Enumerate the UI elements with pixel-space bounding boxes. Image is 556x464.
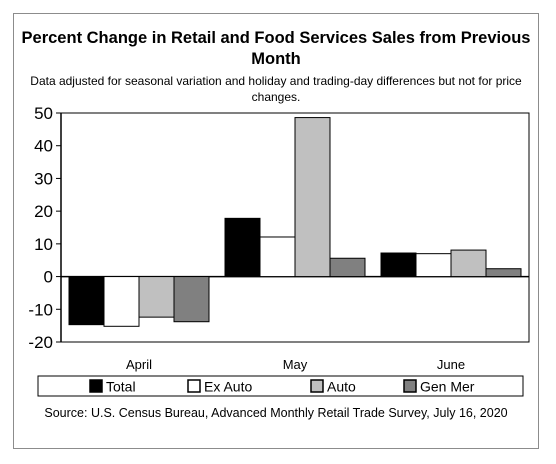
y-tick-label: 20	[34, 202, 53, 221]
y-tick-label: -20	[28, 333, 53, 352]
bar-gen-mer-may	[329, 257, 366, 278]
bar-auto-april	[138, 276, 175, 318]
x-category-label: May	[283, 357, 308, 372]
bar-gen-mer-april	[173, 276, 210, 323]
y-tick-label: -10	[28, 300, 53, 319]
x-category-label: June	[437, 357, 465, 372]
chart-subtitle: Data adjusted for seasonal variation and…	[30, 74, 522, 104]
bar-ex-auto-may	[259, 236, 296, 278]
y-tick-label: 0	[44, 268, 53, 287]
bar-total-april	[68, 276, 105, 326]
x-category-label: April	[126, 357, 152, 372]
legend-swatch-gen-mer	[403, 379, 417, 393]
legend-label: Gen Mer	[420, 379, 475, 395]
legend-label: Auto	[327, 379, 356, 395]
bar-ex-auto-june	[415, 253, 452, 278]
bar-auto-may	[294, 117, 331, 278]
legend-box	[37, 375, 524, 397]
chart-title: Percent Change in Retail and Food Servic…	[21, 29, 531, 68]
plot-area: 50 40 30 20 10 0 -10 -20 April May June	[28, 104, 530, 372]
plot-border	[60, 112, 530, 343]
legend-label: Ex Auto	[204, 379, 252, 395]
legend-swatch-ex-auto	[187, 379, 201, 393]
y-tick-label: 10	[34, 235, 53, 254]
bar-gen-mer-june	[485, 268, 522, 278]
y-tick-label: 40	[34, 137, 53, 156]
bar-ex-auto-april	[103, 276, 140, 327]
bar-total-may	[224, 217, 261, 278]
y-tick-label: 30	[34, 169, 53, 188]
bar-total-june	[380, 252, 417, 278]
legend-swatch-auto	[310, 379, 324, 393]
source-note: Source: U.S. Census Bureau, Advanced Mon…	[44, 406, 508, 420]
legend-swatch-total	[89, 379, 103, 393]
legend: Total Ex Auto Auto Gen Mer	[37, 375, 524, 397]
bar-auto-june	[450, 249, 487, 278]
y-tick-label: 50	[34, 104, 53, 123]
legend-label: Total	[106, 379, 136, 395]
